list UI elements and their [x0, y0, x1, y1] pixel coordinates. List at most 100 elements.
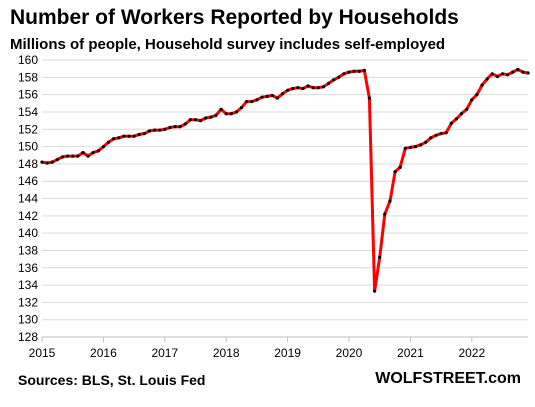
data-point [291, 86, 295, 91]
plot-area [40, 67, 530, 293]
data-point [45, 161, 49, 165]
data-point [459, 112, 464, 116]
y-tick-label: 144 [18, 192, 38, 206]
data-point [96, 149, 100, 153]
brand-logo-text: WOLFSTREET.com [375, 370, 521, 387]
chart-title: Number of Workers Reported by Households [10, 6, 459, 29]
data-point [245, 99, 249, 104]
data-point [526, 71, 530, 75]
data-point [388, 199, 392, 203]
data-point [219, 107, 223, 111]
data-point [342, 72, 346, 76]
data-point [326, 81, 331, 85]
data-point [301, 86, 305, 91]
data-point [40, 160, 44, 164]
data-point [321, 85, 325, 89]
data-point [265, 94, 269, 98]
data-point [296, 86, 300, 90]
data-point [112, 137, 116, 141]
y-tick-label: 152 [18, 122, 38, 136]
data-point [505, 73, 510, 77]
data-point [117, 136, 121, 140]
data-point [347, 70, 351, 74]
data-point [306, 84, 310, 88]
data-point [234, 110, 239, 114]
data-point [214, 113, 218, 117]
data-point [260, 95, 264, 99]
data-point [316, 86, 320, 90]
data-point [470, 98, 474, 102]
data-point [413, 144, 418, 149]
data-point [500, 72, 505, 76]
data-point [352, 69, 356, 73]
y-axis: 128 130 132 134 136 138 140 142 144 146 148 150 152 1… [18, 53, 38, 344]
data-point [434, 133, 438, 137]
data-point [50, 160, 54, 164]
data-point [511, 70, 515, 74]
data-point [188, 118, 193, 122]
y-tick-label: 134 [18, 278, 38, 292]
data-point [373, 289, 377, 293]
data-point [275, 96, 279, 100]
data-point [485, 77, 489, 81]
data-point [480, 83, 484, 87]
data-point [495, 74, 500, 79]
x-tick-label: 2019 [274, 346, 301, 360]
data-point [403, 146, 407, 150]
x-tick-label: 2022 [458, 346, 485, 360]
source-note: Sources: BLS, St. Louis Fed [18, 372, 206, 388]
gridlines [42, 59, 528, 338]
data-point [168, 125, 172, 130]
data-point [490, 72, 494, 76]
data-point [362, 68, 366, 72]
x-tick-label: 2018 [213, 346, 240, 360]
data-point [163, 127, 167, 131]
data-point [465, 107, 469, 111]
x-tick-label: 2020 [336, 346, 363, 360]
data-point [378, 255, 382, 259]
data-point [209, 115, 213, 119]
data-point [66, 154, 70, 158]
x-tick-label: 2016 [90, 346, 117, 360]
data-point [81, 151, 85, 155]
data-point [419, 143, 423, 147]
y-tick-label: 128 [18, 330, 38, 344]
data-point [122, 134, 126, 138]
data-point [127, 134, 131, 138]
data-point [193, 118, 198, 122]
data-point [178, 125, 182, 129]
data-point [224, 112, 228, 116]
data-point [132, 134, 136, 138]
x-tick-label: 2015 [29, 346, 56, 360]
data-point [398, 165, 402, 169]
data-point [229, 112, 233, 116]
x-axis: 2015 2016 2017 2018 2019 2020 2021 2022 [29, 336, 528, 360]
data-point [429, 136, 433, 140]
data-point [521, 70, 525, 74]
data-point [255, 98, 259, 102]
y-tick-label: 156 [18, 88, 38, 102]
y-tick-label: 136 [18, 261, 38, 275]
y-tick-label: 130 [18, 313, 38, 327]
data-point [71, 154, 75, 158]
y-tick-label: 146 [18, 174, 38, 188]
y-tick-label: 132 [18, 295, 38, 309]
data-point [337, 75, 341, 79]
data-point [60, 155, 65, 159]
data-point [142, 131, 146, 136]
data-point [76, 154, 80, 158]
y-tick-label: 160 [18, 53, 38, 67]
data-point [183, 122, 187, 126]
data-point [286, 88, 290, 92]
data-point [147, 129, 152, 133]
y-tick-label: 148 [18, 157, 38, 171]
data-point [449, 121, 453, 125]
data-point [439, 131, 443, 136]
data-point [137, 132, 141, 137]
data-point [332, 78, 336, 82]
chart-subtitle: Millions of people, Household survey inc… [10, 36, 446, 53]
data-point [152, 128, 157, 132]
y-tick-label: 138 [18, 243, 38, 257]
data-point [106, 140, 111, 144]
data-point [270, 93, 274, 98]
